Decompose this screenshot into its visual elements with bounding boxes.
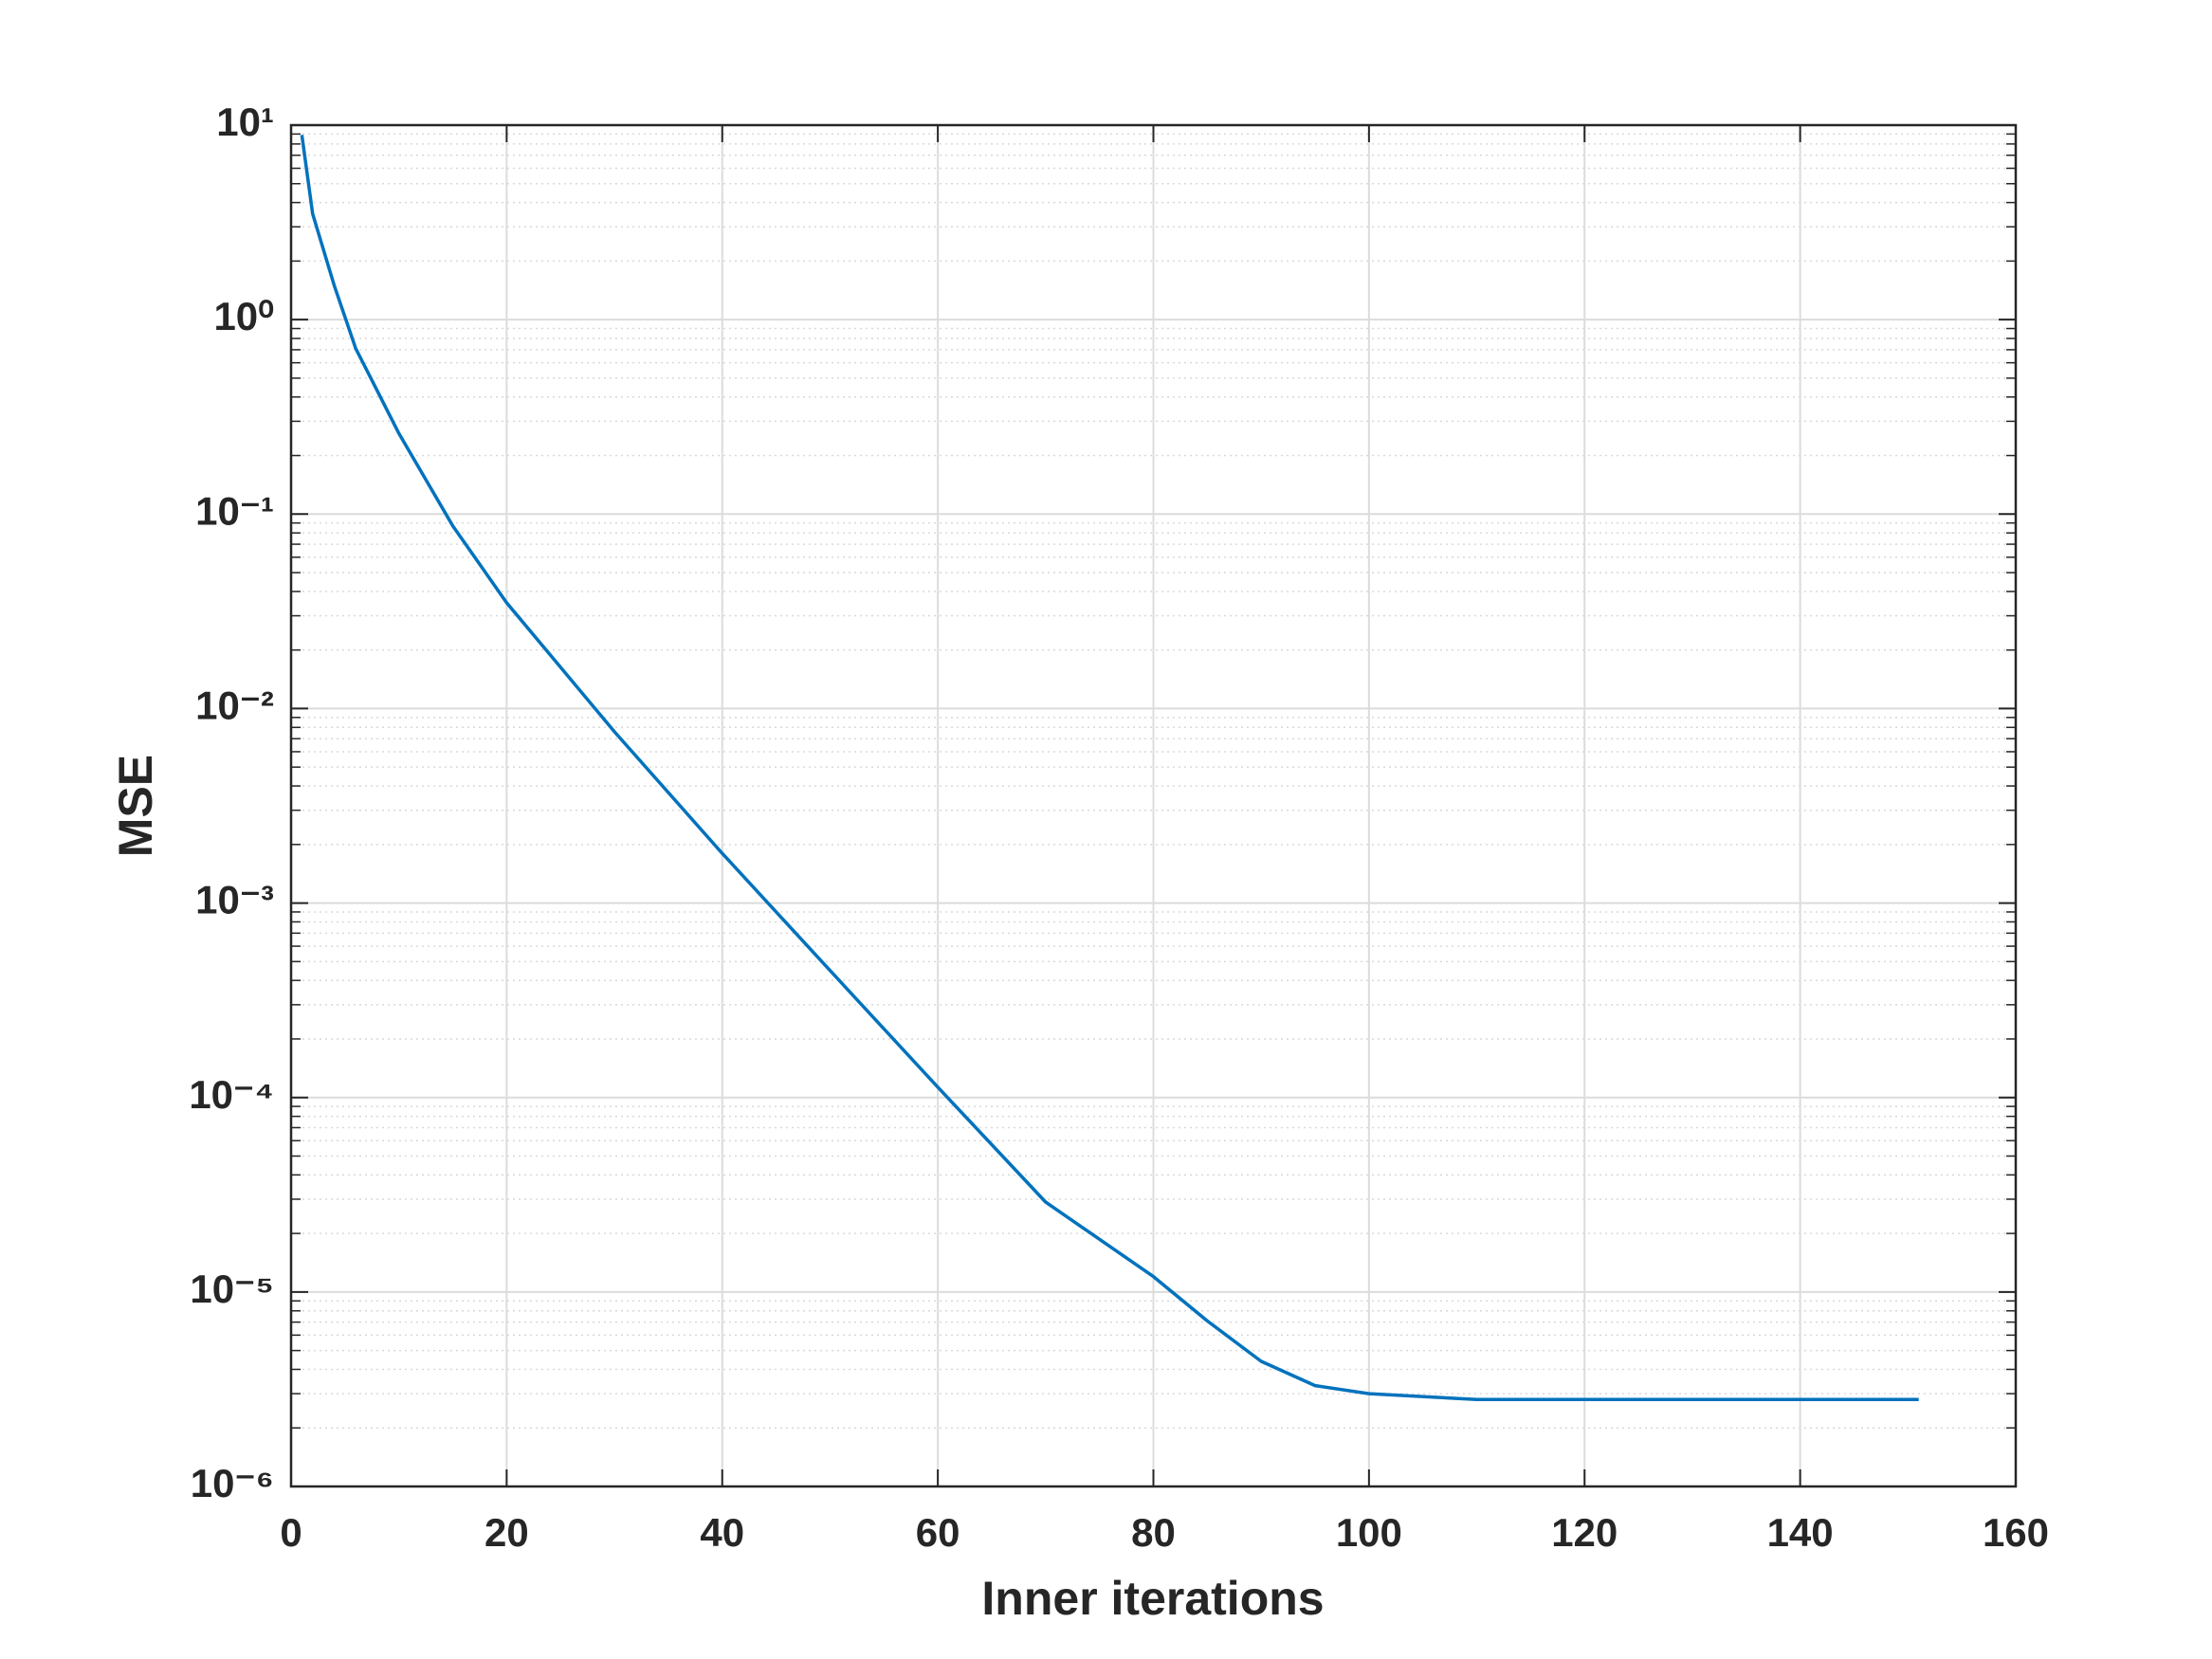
y-tick-label: 10⁰ — [213, 294, 274, 338]
y-tick-label: 10⁻⁶ — [191, 1461, 274, 1505]
x-tick-label: 120 — [1551, 1510, 1618, 1555]
x-tick-label: 0 — [280, 1510, 302, 1555]
x-tick-label: 80 — [1131, 1510, 1176, 1555]
y-tick-label: 10⁻³ — [195, 878, 274, 922]
y-tick-label: 10⁻⁵ — [190, 1267, 274, 1311]
y-tick-label: 10¹ — [216, 100, 274, 144]
x-tick-label: 160 — [1983, 1510, 2049, 1555]
y-tick-label: 10⁻⁴ — [189, 1072, 274, 1117]
x-tick-label: 100 — [1336, 1510, 1402, 1555]
y-tick-label: 10⁻¹ — [195, 488, 274, 533]
x-tick-label: 140 — [1767, 1510, 1834, 1555]
data-line — [300, 135, 1919, 1402]
x-tick-label: 20 — [484, 1510, 529, 1555]
x-tick-label: 40 — [700, 1510, 744, 1555]
x-tick-label: 60 — [916, 1510, 960, 1555]
axes-box — [289, 123, 2018, 1488]
x-axis-label: Inner iterations — [981, 1572, 1324, 1625]
y-axis-label: MSE — [109, 755, 162, 857]
y-tick-label: 10⁻² — [195, 684, 274, 728]
